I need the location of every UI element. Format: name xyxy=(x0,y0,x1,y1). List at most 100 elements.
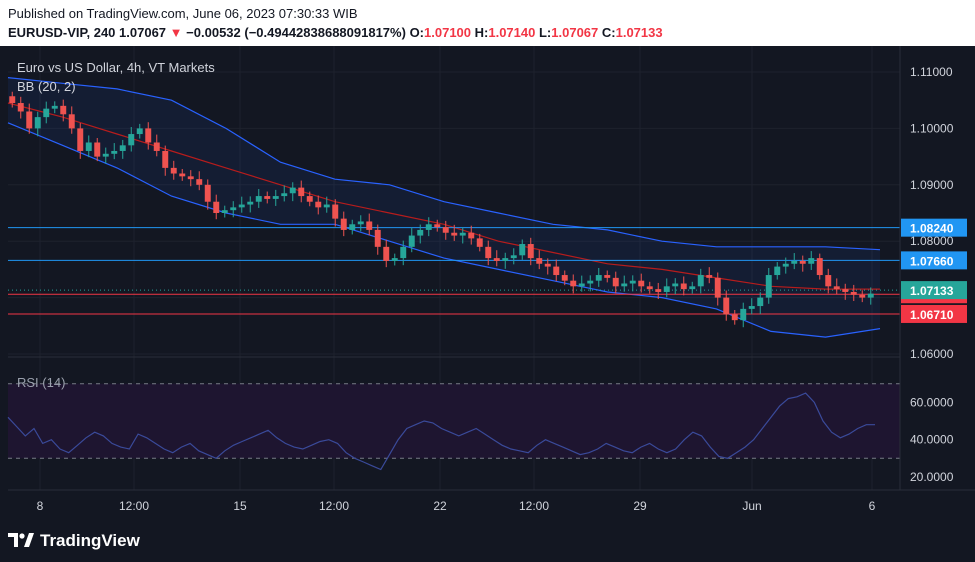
candle-body xyxy=(60,105,67,115)
candle-body xyxy=(247,201,254,205)
bollinger-bands xyxy=(7,77,881,338)
time-tick-label: 22 xyxy=(433,499,447,513)
candle-body xyxy=(204,184,211,202)
candle-body xyxy=(553,266,560,276)
candle-body xyxy=(366,221,373,230)
candle-body xyxy=(255,196,262,202)
rsi-tick-label: 60.0000 xyxy=(910,395,954,409)
price-tick-label: 1.11000 xyxy=(910,65,953,79)
candle-body xyxy=(476,238,483,247)
candle-body xyxy=(527,244,534,259)
candle-body xyxy=(94,142,101,157)
low-label: L: xyxy=(538,25,552,40)
price-tag xyxy=(901,304,967,323)
candle-body xyxy=(323,204,330,208)
candle-body xyxy=(740,308,747,321)
candle-body xyxy=(213,201,220,213)
candle-body xyxy=(502,258,509,261)
close-label: C: xyxy=(601,25,616,40)
time-tick-label: Jun xyxy=(742,499,761,513)
open-label: O: xyxy=(409,25,425,40)
rsi-axis[interactable]: 60.0000 40.0000 20.0000 xyxy=(910,395,954,484)
time-tick-label: 15 xyxy=(233,499,247,513)
candle-body xyxy=(680,283,687,290)
candle-body xyxy=(306,196,313,202)
candle-body xyxy=(587,280,594,284)
candle-body xyxy=(629,280,636,284)
candle-body xyxy=(689,286,696,290)
price-tick-label: 1.06000 xyxy=(910,347,954,361)
candle-body xyxy=(655,289,662,292)
rsi-line xyxy=(7,392,875,471)
candle-body xyxy=(9,96,16,104)
candle-body xyxy=(179,173,186,177)
rsi-indicator xyxy=(7,383,900,471)
last-price: 1.07067 xyxy=(119,25,167,40)
price-tag-label: 1.06710 xyxy=(910,308,954,322)
candle-body xyxy=(706,275,713,278)
candle-body xyxy=(459,232,466,236)
candle-body xyxy=(774,266,781,276)
candle-body xyxy=(442,227,449,233)
candle-body xyxy=(833,286,840,290)
candle-body xyxy=(111,150,118,154)
time-tick-label: 8 xyxy=(37,499,44,513)
price-tag xyxy=(901,281,967,300)
time-axis[interactable]: 8 12:00 15 12:00 22 12:00 29 Jun 6 xyxy=(37,499,876,513)
candle-body xyxy=(867,293,874,298)
candle-body xyxy=(187,176,194,180)
candle-body xyxy=(357,221,364,225)
candle-body xyxy=(43,108,50,118)
price-tick-label: 1.10000 xyxy=(910,121,954,135)
candle-body xyxy=(672,283,679,287)
tradingview-logo-icon xyxy=(8,533,34,547)
candle-body xyxy=(570,280,577,287)
candle-body xyxy=(289,187,296,194)
candle-body xyxy=(697,275,704,287)
bb-basis-line xyxy=(7,102,880,290)
candle-body xyxy=(281,193,288,197)
change-value: −0.00532 (−0.49442838688091817%) xyxy=(186,25,406,40)
candle-body xyxy=(621,283,628,287)
candle-body xyxy=(230,207,237,211)
candle-body xyxy=(544,263,551,267)
time-tick-label: 29 xyxy=(633,499,647,513)
candle-body xyxy=(315,201,322,208)
candle-body xyxy=(34,117,41,129)
tradingview-logo[interactable]: TradingView xyxy=(8,531,140,551)
candle-body xyxy=(842,289,849,292)
chart-canvas[interactable]: 1.11000 1.10000 1.09000 1.08000 1.06000 60.0… xyxy=(0,46,975,520)
down-arrow-icon: ▼ xyxy=(169,25,183,40)
high-value: 1.07140 xyxy=(488,25,536,40)
candle-body xyxy=(757,297,764,307)
candle-body xyxy=(638,280,645,287)
rsi-legend: RSI (14) xyxy=(17,375,65,390)
footer: TradingView xyxy=(0,520,975,562)
candle-body xyxy=(332,204,339,219)
candlesticks xyxy=(9,91,874,328)
open-value: 1.07100 xyxy=(424,25,472,40)
horizontal-levels xyxy=(8,227,900,315)
candle-body xyxy=(791,260,798,264)
candle-body xyxy=(264,196,271,199)
symbol-label: EURUSD-VIP, 240 xyxy=(8,25,116,40)
candle-body xyxy=(17,103,24,112)
candle-body xyxy=(663,286,670,292)
chart-title: Euro vs US Dollar, 4h, VT Markets xyxy=(17,60,215,75)
candle-body xyxy=(859,294,866,298)
time-tick-label: 12:00 xyxy=(119,499,149,513)
low-value: 1.07067 xyxy=(551,25,599,40)
candle-body xyxy=(519,244,526,256)
candle-body xyxy=(400,246,407,259)
price-axis[interactable]: 1.11000 1.10000 1.09000 1.08000 1.06000 xyxy=(910,65,954,361)
candle-body xyxy=(646,286,653,290)
candle-body xyxy=(493,258,500,261)
rsi-tick-label: 20.0000 xyxy=(910,470,954,484)
candle-body xyxy=(451,232,458,236)
candle-body xyxy=(765,275,772,298)
candle-body xyxy=(196,179,203,185)
candle-body xyxy=(145,128,152,143)
candle-body xyxy=(536,258,543,264)
time-tick-label: 6 xyxy=(869,499,876,513)
symbol-line: EURUSD-VIP, 240 1.07067 ▼ −0.00532 (−0.4… xyxy=(8,25,663,40)
